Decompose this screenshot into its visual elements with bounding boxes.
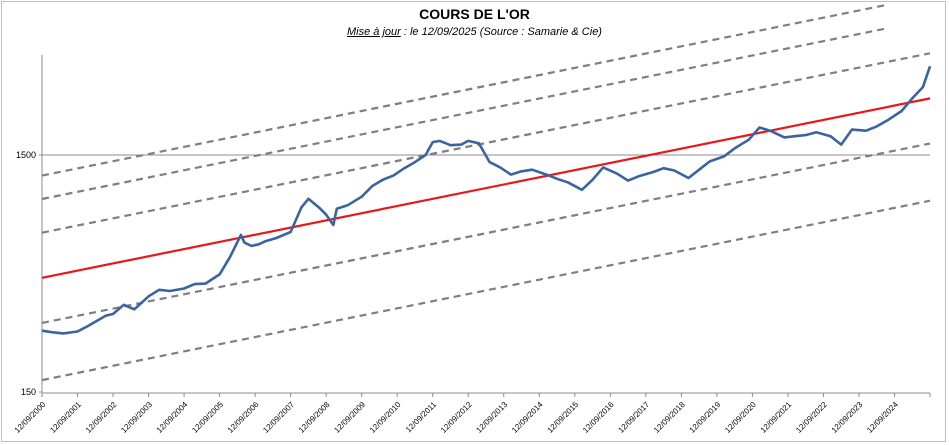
x-tick-label-7: 12/09/2007	[261, 400, 296, 435]
x-tick-label-13: 12/09/2013	[474, 400, 509, 435]
y-tick-label-0: 1500	[16, 150, 36, 160]
x-tick-label-14: 12/09/2014	[510, 400, 545, 435]
x-tick-label-0: 12/09/2000	[13, 400, 48, 435]
update-label: Mise à jour	[347, 26, 401, 38]
channel-line-4	[41, 199, 931, 382]
x-tick-label-11: 12/09/2011	[404, 400, 439, 435]
channel-line-1	[41, 27, 888, 201]
channel-line-0	[41, 3, 888, 177]
x-tick-label-10: 12/09/2010	[368, 400, 403, 435]
trend-line	[41, 97, 931, 279]
x-tick-label-6: 12/09/2006	[226, 400, 261, 435]
chart-subtitle: Mise à jour : le 12/09/2025 (Source : Sa…	[0, 26, 949, 38]
x-tick-label-24: 12/09/2024	[865, 400, 900, 435]
x-tick-label-5: 12/09/2005	[190, 400, 225, 435]
chart-title: COURS DE L'OR	[419, 6, 530, 22]
x-tick-label-12: 12/09/2012	[439, 400, 474, 435]
x-tick-label-20: 12/09/2020	[723, 400, 758, 435]
x-tick-label-23: 12/09/2023	[830, 400, 865, 435]
x-tick-label-19: 12/09/2019	[688, 400, 723, 435]
gold-price-line	[41, 65, 932, 335]
x-tick-label-1: 12/09/2001	[48, 400, 83, 435]
channel-line-2	[41, 52, 931, 234]
x-tick-label-3: 12/09/2003	[119, 400, 154, 435]
x-tick-label-15: 12/09/2015	[546, 400, 581, 435]
x-tick-label-22: 12/09/2022	[794, 400, 829, 435]
x-tick-label-4: 12/09/2004	[155, 400, 190, 435]
x-tick-label-18: 12/09/2018	[652, 400, 687, 435]
update-text: : le 12/09/2025 (Source : Samarie & Cie)	[400, 26, 602, 38]
y-tick-label-1: 150	[21, 387, 36, 397]
x-tick-label-8: 12/09/2008	[297, 400, 332, 435]
x-tick-label-16: 12/09/2016	[581, 400, 616, 435]
x-tick-label-2: 12/09/2002	[84, 400, 119, 435]
x-tick-label-17: 12/09/2017	[617, 400, 652, 435]
x-tick-label-21: 12/09/2021	[759, 400, 794, 435]
x-tick-label-9: 12/09/2009	[332, 400, 367, 435]
channel-line-3	[41, 142, 931, 324]
